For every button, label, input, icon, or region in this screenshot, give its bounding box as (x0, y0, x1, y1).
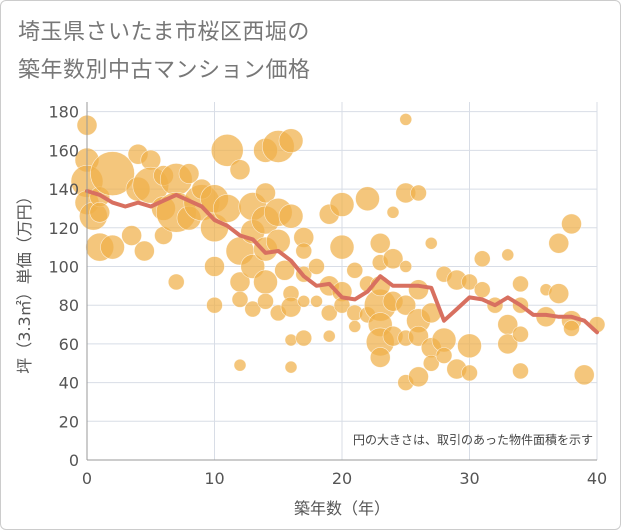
bubble-point (167, 273, 185, 291)
bubble-point (399, 113, 413, 126)
bubble-point (424, 236, 438, 250)
bubble-point (229, 159, 251, 181)
bubble-point (501, 248, 515, 262)
bubble-point (435, 347, 453, 364)
x-tick-label: 30 (459, 469, 479, 488)
y-tick-label: 40 (59, 374, 79, 393)
bubble-point (497, 333, 519, 355)
chart-title-line-2: 築年数別中古マンション価格 (18, 58, 311, 83)
x-tick-label: 20 (332, 469, 352, 488)
bubble-point (244, 300, 262, 318)
bubble-point (278, 128, 304, 154)
bubble-point (382, 248, 404, 270)
bubble-point (308, 258, 325, 275)
x-axis-label: 築年数（年） (294, 499, 390, 518)
y-tick-label: 120 (48, 219, 79, 238)
bubble-point (386, 206, 400, 219)
bubble-layer (70, 113, 606, 391)
bubble-size-note: 円の大きさは、取引のあった物件面積を示す (353, 432, 593, 447)
bubble-point (257, 293, 274, 310)
bubble-point (561, 213, 582, 235)
bubble-point (512, 275, 529, 293)
bubble-point (274, 260, 295, 281)
bubble-point (295, 242, 313, 260)
trend-line (85, 189, 599, 335)
y-tick-label: 0 (69, 451, 79, 470)
bubble-point (573, 364, 595, 386)
bubble-point (253, 269, 278, 295)
bubble-point (548, 283, 570, 304)
y-tick-label: 80 (59, 296, 79, 315)
bubble-point (210, 134, 244, 167)
bubble-point (89, 202, 111, 223)
y-axis-label: 坪（3.3㎡）単価（万円） (15, 188, 34, 373)
bubble-point (473, 250, 491, 268)
bubble-point (310, 295, 323, 308)
bubble-point (329, 234, 355, 260)
bubble-point (369, 232, 391, 254)
bubble-point (348, 320, 362, 333)
bubble-point (548, 232, 570, 254)
bubble-point (90, 151, 135, 196)
bubble-point (178, 163, 200, 184)
bubble-point (563, 320, 580, 337)
bubble-point (408, 279, 429, 301)
bubble-point (206, 296, 223, 314)
bubble-point (329, 192, 355, 217)
y-tick-label: 160 (48, 141, 79, 160)
bubble-point (255, 182, 276, 204)
axes: 0 20 40 60 80 100 120 140 160 180 0 10 20 30 40 (48, 102, 607, 488)
bubble-point (284, 333, 298, 347)
x-tick-label: 0 (82, 469, 92, 488)
bubble-point (233, 358, 247, 372)
x-tick-label: 10 (204, 469, 224, 488)
bubble-point (322, 329, 336, 343)
bubble-point (212, 194, 242, 223)
bubble-point (100, 234, 125, 260)
bubble-point (512, 362, 529, 380)
bubble-point (512, 325, 529, 343)
bubble-point (346, 262, 364, 279)
bubble-point (121, 225, 142, 246)
bubble-point (369, 347, 391, 368)
bubble-point (408, 366, 429, 388)
bubble-point (280, 296, 302, 318)
bubble-point (278, 203, 304, 229)
y-tick-label: 100 (48, 257, 79, 276)
bubble-point (410, 184, 427, 202)
bubble-point (284, 360, 298, 374)
bubble-point (461, 364, 478, 382)
bubble-point (295, 329, 313, 347)
chart-title-line-1: 埼玉県さいたま市桜区西堀の (18, 20, 310, 45)
bubble-point (422, 354, 440, 372)
bubble-point (320, 304, 338, 322)
y-tick-label: 20 (59, 412, 79, 431)
bubble-point (399, 260, 413, 273)
bubble-point (231, 291, 249, 308)
y-tick-label: 140 (48, 180, 79, 199)
bubble-point (355, 186, 380, 212)
bubble-point (461, 273, 478, 291)
bubble-point (204, 256, 225, 277)
bubble-point (134, 240, 155, 262)
bubble-point (297, 295, 311, 308)
y-tick-label: 180 (48, 103, 79, 122)
bubble-point (395, 294, 417, 316)
x-tick-label: 40 (587, 469, 607, 488)
bubble-point (473, 281, 491, 299)
bubble-point (457, 333, 482, 359)
y-tick-label: 60 (59, 335, 79, 354)
